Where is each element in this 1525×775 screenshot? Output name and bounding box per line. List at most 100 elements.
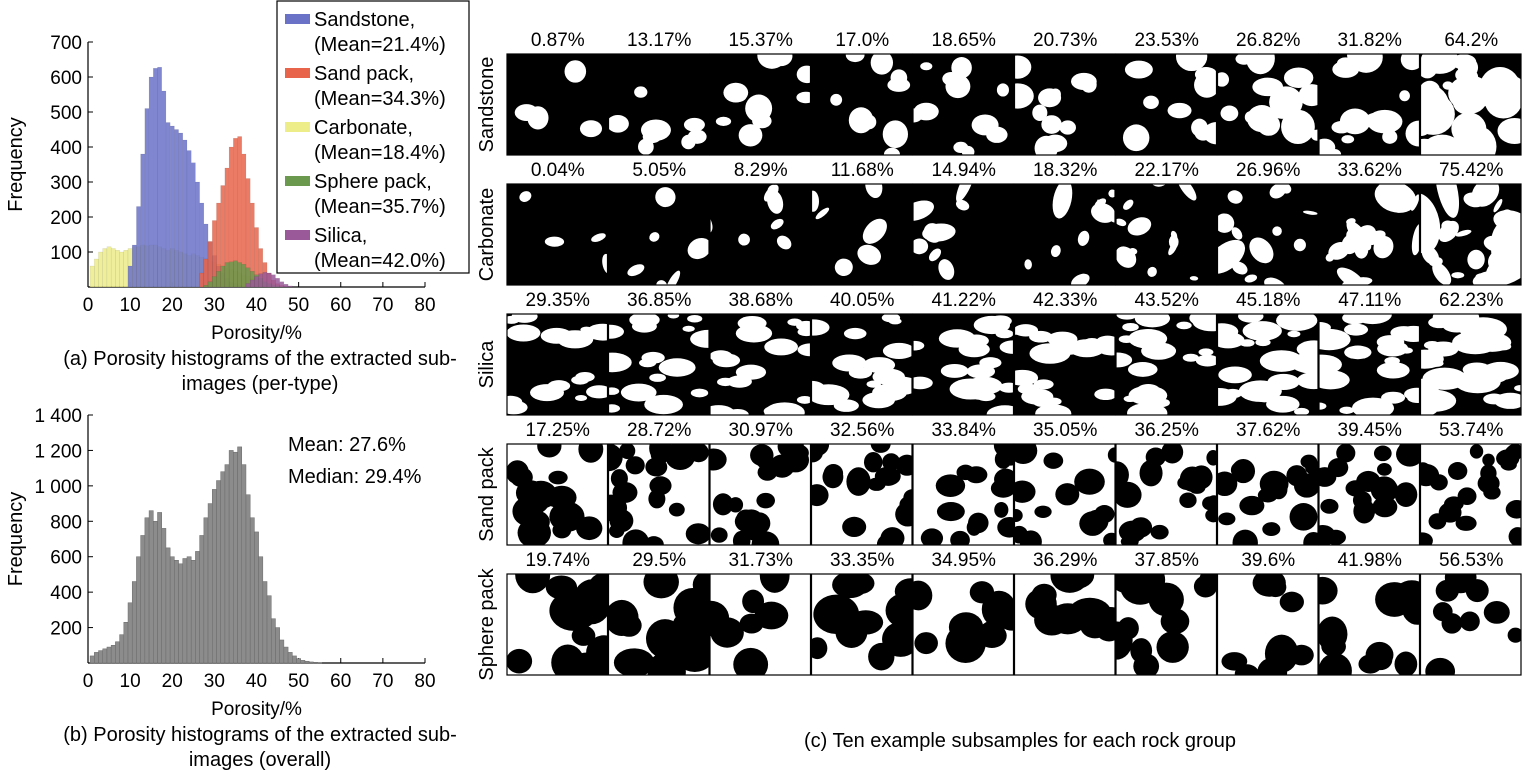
- subsample-image: [607, 443, 710, 546]
- bar: [233, 451, 238, 664]
- bar: [106, 646, 112, 664]
- bar: [182, 558, 188, 664]
- caption-b: (b) Porosity histograms of the extracted…: [63, 724, 457, 771]
- subsample-image: [1216, 573, 1319, 676]
- porosity-label: 31.82%: [1338, 30, 1403, 51]
- bar: [228, 261, 234, 288]
- bar: [233, 260, 238, 288]
- chart-b-x-tick-label: 20: [162, 671, 183, 692]
- porosity-label: 33.35%: [830, 550, 895, 571]
- bar: [241, 464, 247, 664]
- chart-a-y-tick-label: 300: [50, 173, 82, 194]
- subsample-image: [607, 573, 710, 676]
- legend-swatch: [285, 230, 310, 240]
- bar: [195, 551, 200, 664]
- subsample-image: [1419, 183, 1522, 286]
- legend-swatch: [285, 122, 310, 132]
- row-carbonate: Carbonate 0.04% 5.05% 8.29% 11.68% 14.94% 18.3…: [476, 160, 1522, 286]
- chart-b-x-tick-label: 10: [120, 671, 141, 692]
- subsample-image: [1318, 183, 1421, 286]
- bar: [287, 285, 293, 288]
- bar: [94, 652, 99, 664]
- chart-a-y-tick-label: 600: [50, 68, 82, 89]
- porosity-label: 29.35%: [526, 290, 591, 311]
- porosity-label: 11.68%: [831, 160, 894, 181]
- subsample-image: [1115, 183, 1218, 286]
- porosity-label: 32.56%: [830, 420, 895, 441]
- bar: [304, 660, 310, 664]
- porosity-label: 19.74%: [526, 550, 591, 571]
- porosity-label: 13.17%: [627, 30, 692, 51]
- porosity-label: 36.29%: [1033, 550, 1098, 571]
- row-sandpack: Sand pack 17.25% 28.72% 30.97% 32.56% 33.84% 3…: [476, 420, 1522, 546]
- porosity-label: 41.98%: [1338, 550, 1403, 571]
- legend-box: [276, 0, 470, 274]
- porosity-label: 15.37%: [729, 30, 794, 51]
- bar: [165, 547, 171, 664]
- bar: [266, 595, 272, 664]
- bar: [254, 276, 259, 288]
- chart-a-x-tick-label: 30: [204, 295, 225, 316]
- bar: [132, 244, 137, 288]
- subsample-image: [506, 183, 609, 286]
- subsample-image: [1216, 443, 1319, 546]
- bar: [106, 246, 112, 288]
- row-label: Carbonate: [476, 188, 498, 281]
- bar: [148, 76, 154, 288]
- chart-b-y-tick-label: 400: [50, 583, 82, 604]
- porosity-label: 20.73%: [1033, 30, 1098, 51]
- chart-b-y-tick-label: 800: [50, 512, 82, 533]
- bar: [144, 517, 150, 664]
- chart-a-x-tick-label: 80: [414, 295, 435, 316]
- subsample-image: [1419, 573, 1522, 676]
- bar: [203, 285, 209, 288]
- porosity-label: 53.74%: [1439, 420, 1504, 441]
- subsample-image: [1013, 53, 1116, 156]
- legend: Sandstone, (Mean=21.4%) Sand pack, (Mean=34…: [276, 0, 470, 274]
- bar: [110, 645, 116, 664]
- bar: [266, 272, 272, 288]
- chart-b-y-tick-label: 600: [50, 548, 82, 569]
- bar: [308, 661, 314, 664]
- porosity-label: 18.65%: [932, 30, 997, 51]
- chart-b-y-tick-label: 1 200: [34, 441, 82, 462]
- porosity-label: 39.45%: [1338, 420, 1403, 441]
- bar: [186, 150, 192, 288]
- bar: [199, 535, 205, 664]
- bar: [148, 510, 154, 664]
- porosity-label: 35.05%: [1033, 420, 1098, 441]
- bar: [174, 560, 179, 664]
- bar: [157, 66, 162, 288]
- bar: [169, 556, 175, 664]
- row-label: Sandstone: [476, 57, 498, 153]
- subsample-image: [1419, 443, 1522, 546]
- bar: [283, 284, 289, 288]
- porosity-label: 37.85%: [1135, 550, 1200, 571]
- subsample-image: [1419, 313, 1522, 416]
- legend-mean: (Mean=21.4%): [314, 34, 446, 56]
- subsample-image: [810, 313, 913, 416]
- bar: [224, 262, 230, 288]
- bar: [98, 251, 103, 288]
- bar: [140, 535, 146, 664]
- porosity-label: 8.29%: [734, 160, 788, 181]
- subsample-image: [1115, 53, 1218, 156]
- porosity-label: 75.42%: [1439, 160, 1504, 181]
- bar: [220, 265, 226, 288]
- bar: [123, 622, 129, 664]
- bar: [178, 563, 184, 664]
- porosity-label: 33.62%: [1338, 160, 1403, 181]
- bar: [254, 531, 259, 664]
- porosity-label: 5.05%: [632, 160, 686, 181]
- chart-b-x-tick-label: 0: [83, 671, 94, 692]
- subsample-image: [506, 53, 609, 156]
- subsample-image: [912, 443, 1015, 546]
- bar: [115, 250, 120, 288]
- bar: [207, 281, 213, 288]
- bar: [228, 450, 234, 664]
- bar: [258, 556, 264, 664]
- porosity-label: 42.33%: [1033, 290, 1098, 311]
- porosity-label: 38.68%: [729, 290, 794, 311]
- porosity-label: 0.87%: [531, 30, 585, 51]
- subsample-image: [1318, 313, 1421, 416]
